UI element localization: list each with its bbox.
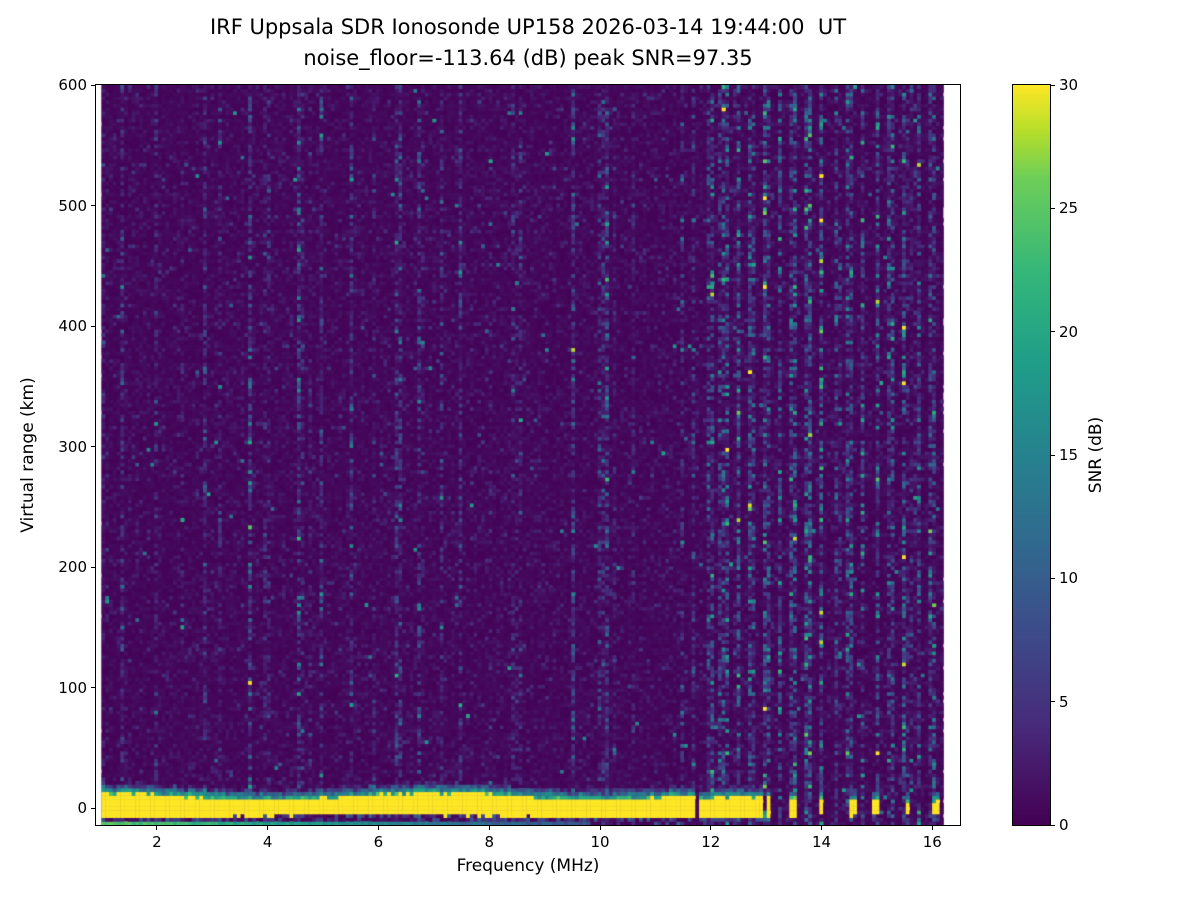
colorbar-tick-label: 15	[1059, 446, 1079, 464]
y-tick-label: 100	[58, 678, 87, 697]
y-tick-label: 300	[58, 437, 87, 456]
colorbar-tick-label: 20	[1059, 322, 1079, 341]
y-tick-label: 500	[58, 196, 87, 215]
x-tick-mark	[488, 826, 490, 830]
y-tick-label: 600	[58, 76, 87, 94]
x-tick-mark	[377, 826, 379, 830]
x-tick-mark	[599, 826, 601, 830]
colorbar-tick-mark	[1051, 454, 1055, 456]
x-tick-mark	[267, 826, 269, 830]
colorbar-tick-label: 25	[1059, 199, 1079, 218]
colorbar-tick-label: 30	[1059, 76, 1079, 94]
y-tick-label: 0	[77, 799, 87, 818]
y-tick-mark	[91, 205, 95, 207]
x-tick-mark	[156, 826, 158, 830]
colorbar-tick-label: 10	[1059, 569, 1079, 588]
x-tick-label: 6	[373, 833, 384, 851]
chart-title: IRF Uppsala SDR Ionosonde UP158 2026-03-…	[209, 15, 847, 39]
colorbar-tick-mark	[1051, 824, 1055, 826]
x-tick-label: 4	[262, 833, 273, 851]
colorbar-tick-label: 5	[1059, 692, 1069, 711]
x-tick-label: 8	[484, 833, 494, 851]
ionogram-heatmap	[96, 85, 960, 825]
x-tick-label: 2	[152, 833, 162, 851]
x-axis-label: Frequency (MHz)	[456, 856, 600, 876]
x-tick-mark	[821, 826, 823, 830]
y-tick-mark	[91, 325, 95, 327]
y-tick-mark	[91, 687, 95, 689]
colorbar-tick-mark	[1051, 331, 1055, 333]
colorbar-tick-mark	[1051, 701, 1055, 703]
colorbar-tick-mark	[1051, 577, 1055, 579]
y-tick-mark	[91, 566, 95, 568]
x-tick-mark	[931, 826, 933, 830]
colorbar-label: SNR (dB)	[1086, 416, 1106, 494]
colorbar	[1013, 85, 1050, 825]
x-tick-label: 10	[590, 833, 610, 851]
colorbar-tick-mark	[1051, 207, 1055, 209]
x-tick-label: 16	[922, 833, 942, 851]
x-tick-mark	[710, 826, 712, 830]
y-tick-label: 200	[58, 558, 87, 577]
y-tick-mark	[91, 446, 95, 448]
y-tick-mark	[91, 807, 95, 809]
y-axis-label: Virtual range (km)	[18, 377, 38, 533]
y-tick-mark	[91, 84, 95, 86]
chart-subtitle: noise_floor=-113.64 (dB) peak SNR=97.35	[303, 46, 753, 70]
x-tick-label: 12	[701, 833, 721, 851]
x-tick-label: 14	[811, 833, 832, 851]
colorbar-tick-mark	[1051, 84, 1055, 86]
y-tick-label: 400	[58, 317, 87, 336]
colorbar-tick-label: 0	[1059, 816, 1069, 834]
